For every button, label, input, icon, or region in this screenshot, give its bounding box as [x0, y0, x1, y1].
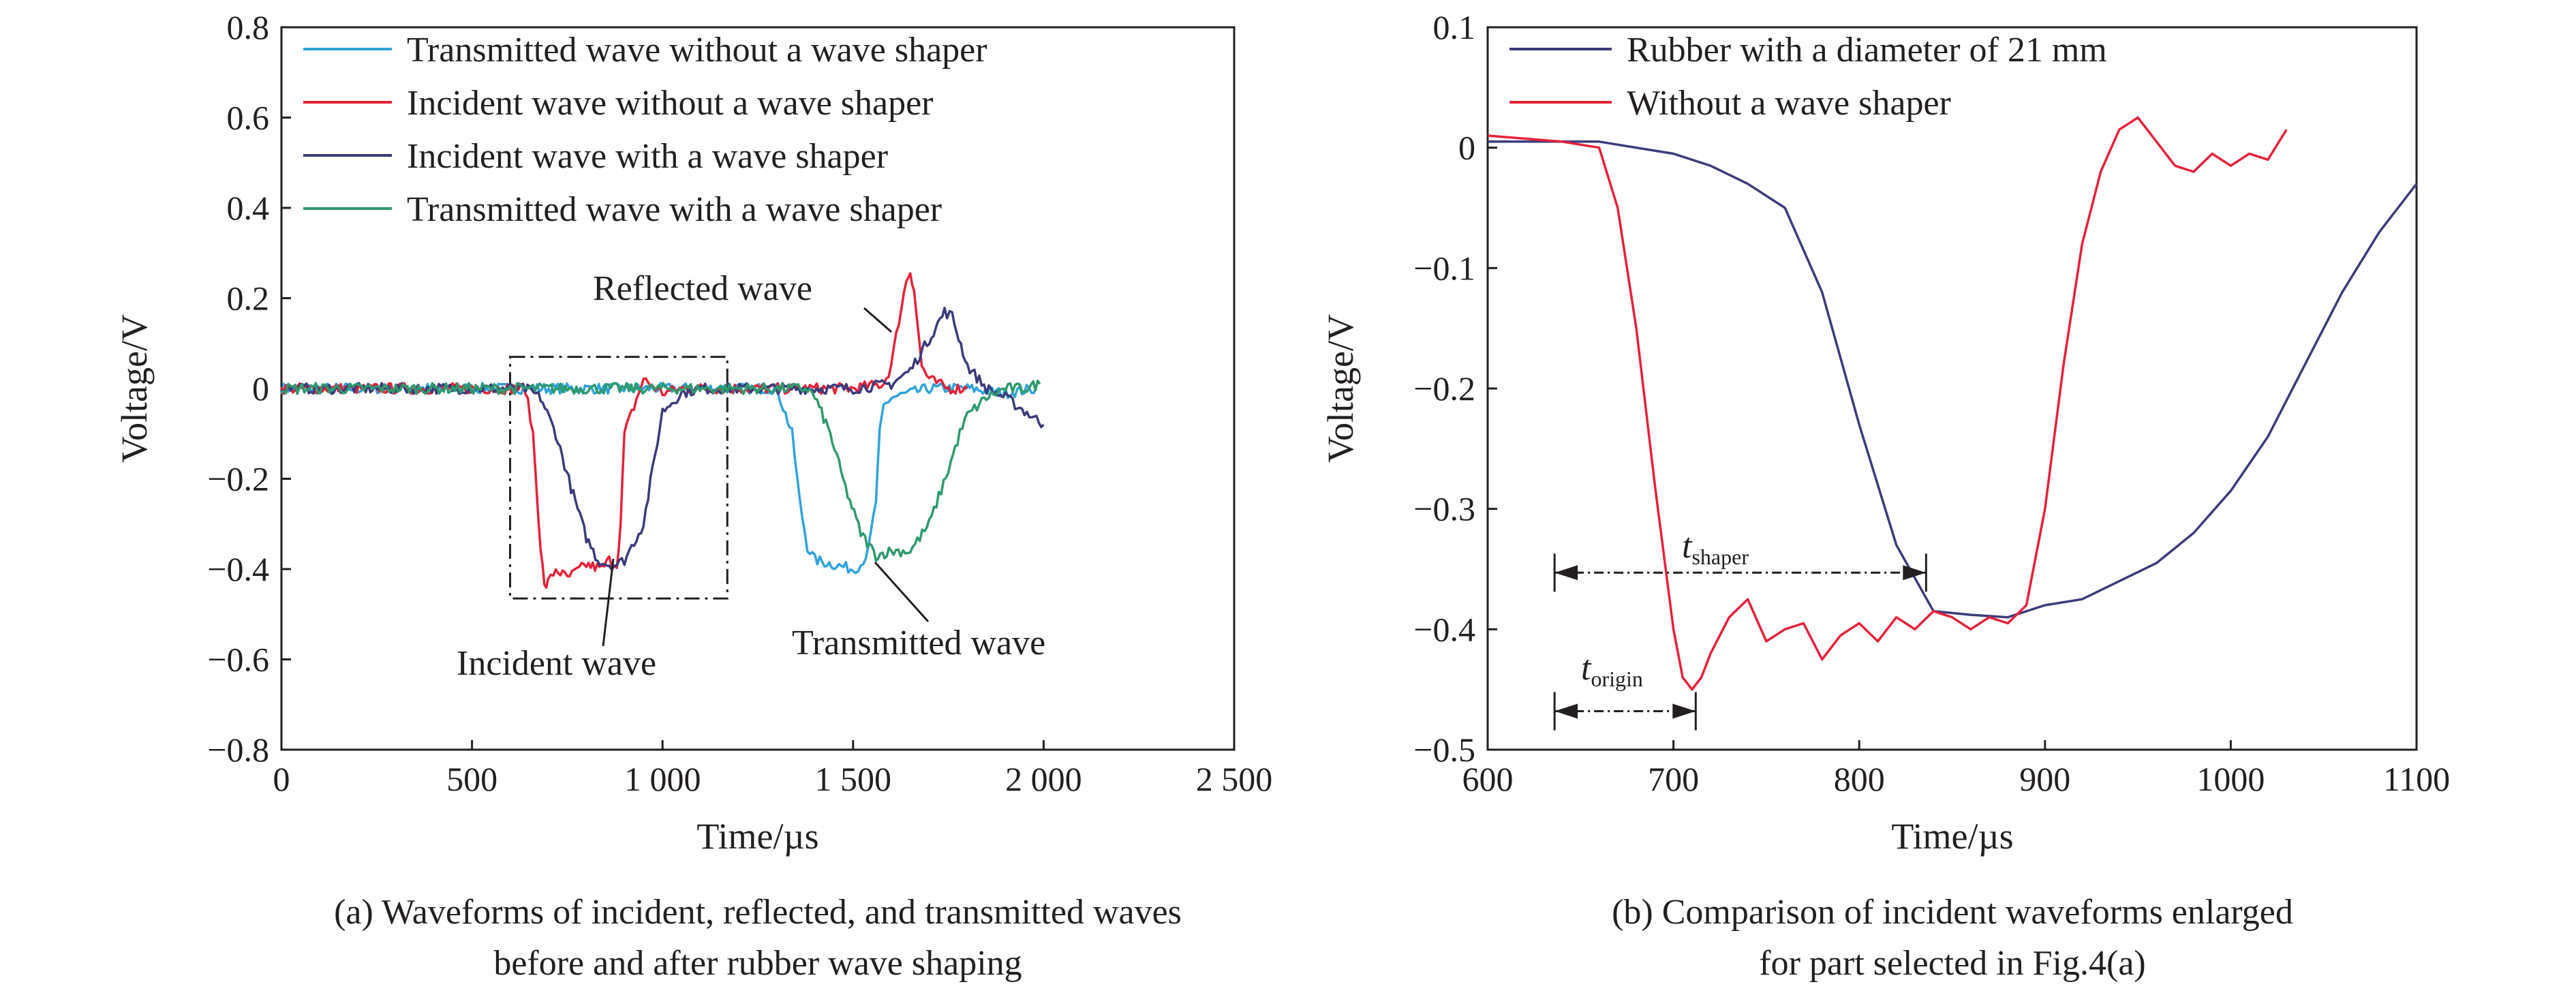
series-line-2: [1487, 116, 2288, 691]
panel-a-series: [280, 272, 1045, 589]
legend-label-2: Without a wave shaper: [1627, 84, 1951, 123]
legend-label-2: Incident wave without a wave shaper: [407, 84, 933, 123]
y-tick-label: 0.4: [227, 189, 270, 227]
y-tick-label: 0.8: [227, 8, 270, 46]
t-origin-arrow-head-right: [1672, 703, 1696, 719]
leader-incident: [602, 558, 615, 647]
x-tick-label: 700: [1648, 760, 1699, 798]
leader-reflected: [863, 307, 892, 333]
panel-a-ticks: 0 500 1 000 1 500 2 000 2 500 −0.8 −0.6 −0.4 −0.2…: [207, 8, 1272, 798]
x-tick-label: 900: [2019, 760, 2070, 798]
y-tick-label: −0.4: [1413, 610, 1475, 648]
legend-label-4: Transmitted wave with a wave shaper: [407, 190, 942, 229]
panel-b-plot-frame: [1486, 26, 2418, 751]
y-tick-label: −0.1: [1413, 249, 1475, 287]
legend-label-1: Transmitted wave without a wave shaper: [407, 31, 987, 70]
selection-box: [509, 356, 729, 600]
panel-b-time-arrows: [1553, 553, 1927, 731]
series-line-3: [281, 307, 1045, 571]
annotation-t-origin: torigin: [1581, 649, 1643, 691]
x-tick-label: 1000: [2196, 760, 2265, 798]
y-tick-label: 0.1: [1433, 8, 1476, 46]
t-shaper-arrow-head-left: [1554, 565, 1578, 581]
series-line-4: [281, 379, 1041, 562]
panel-b-series: [1487, 116, 2418, 691]
x-tick-label: 2 000: [1005, 760, 1082, 798]
panel-a-ylabel: Voltage/V: [114, 314, 155, 463]
y-tick-label: −0.3: [1413, 490, 1475, 528]
panel-a-legend: Transmitted wave without a wave shaper In…: [303, 31, 987, 229]
annotation-reflected-wave: Reflected wave: [593, 269, 812, 308]
y-tick-label: −0.5: [1413, 731, 1475, 769]
panel-a-xlabel: Time/µs: [696, 816, 818, 857]
legend-label-1: Rubber with a diameter of 21 mm: [1627, 31, 2107, 70]
x-tick-label: 1 000: [624, 760, 701, 798]
x-tick-label: 800: [1834, 760, 1885, 798]
y-tick-label: 0.2: [227, 279, 270, 318]
x-tick-label: 1100: [2383, 760, 2450, 798]
t-shaper-arrow-head-right: [1903, 565, 1927, 581]
x-tick-label: 500: [446, 760, 497, 798]
panel-b: 600 700 800 900 1000 1100 −0.5 −0.4 −0.3 −0.2 −0.1…: [1320, 8, 2450, 983]
series-line-2: [280, 272, 968, 589]
panel-a-caption-line2: before and after rubber wave shaping: [493, 944, 1022, 983]
series-line-1: [280, 382, 1037, 575]
leader-transmitted: [874, 561, 930, 623]
panel-b-ticks: 600 700 800 900 1000 1100 −0.5 −0.4 −0.3 −0.2 −0.1…: [1413, 8, 2450, 798]
y-tick-label: −0.2: [207, 460, 269, 498]
x-tick-label: 0: [273, 760, 290, 798]
x-tick-label: 2 500: [1196, 760, 1273, 798]
y-tick-label: −0.4: [207, 550, 269, 588]
y-tick-label: −0.6: [207, 641, 269, 679]
panel-b-legend: Rubber with a diameter of 21 mm Without a…: [1509, 31, 2107, 123]
panel-a-caption-line1: (a) Waveforms of incident, reflected, an…: [334, 893, 1182, 932]
y-tick-label: −0.8: [207, 731, 269, 769]
panel-a-selection-box: [509, 356, 729, 600]
annotation-incident-wave: Incident wave: [457, 644, 656, 683]
x-tick-label: 1 500: [815, 760, 892, 798]
panel-b-caption-line1: (b) Comparison of incident waveforms enl…: [1612, 893, 2293, 932]
y-tick-label: 0: [1458, 129, 1475, 167]
y-tick-label: −0.2: [1413, 369, 1475, 408]
annotation-transmitted-wave: Transmitted wave: [792, 624, 1045, 662]
series-line-1: [1488, 140, 2418, 619]
t-origin-arrow-head-left: [1554, 703, 1578, 719]
x-tick-label: 600: [1462, 760, 1514, 798]
y-tick-label: 0: [252, 369, 269, 408]
panel-a: 0 500 1 000 1 500 2 000 2 500 −0.8 −0.6 −0.4 −0.2…: [114, 8, 1272, 983]
legend-label-3: Incident wave with a wave shaper: [407, 137, 888, 176]
panel-b-caption-line2: for part selected in Fig.4(a): [1759, 944, 2145, 983]
y-tick-label: 0.6: [227, 99, 270, 137]
annotation-t-shaper: tshaper: [1682, 527, 1749, 569]
panel-b-xlabel: Time/µs: [1891, 816, 2013, 857]
panel-b-ylabel: Voltage/V: [1320, 314, 1361, 463]
